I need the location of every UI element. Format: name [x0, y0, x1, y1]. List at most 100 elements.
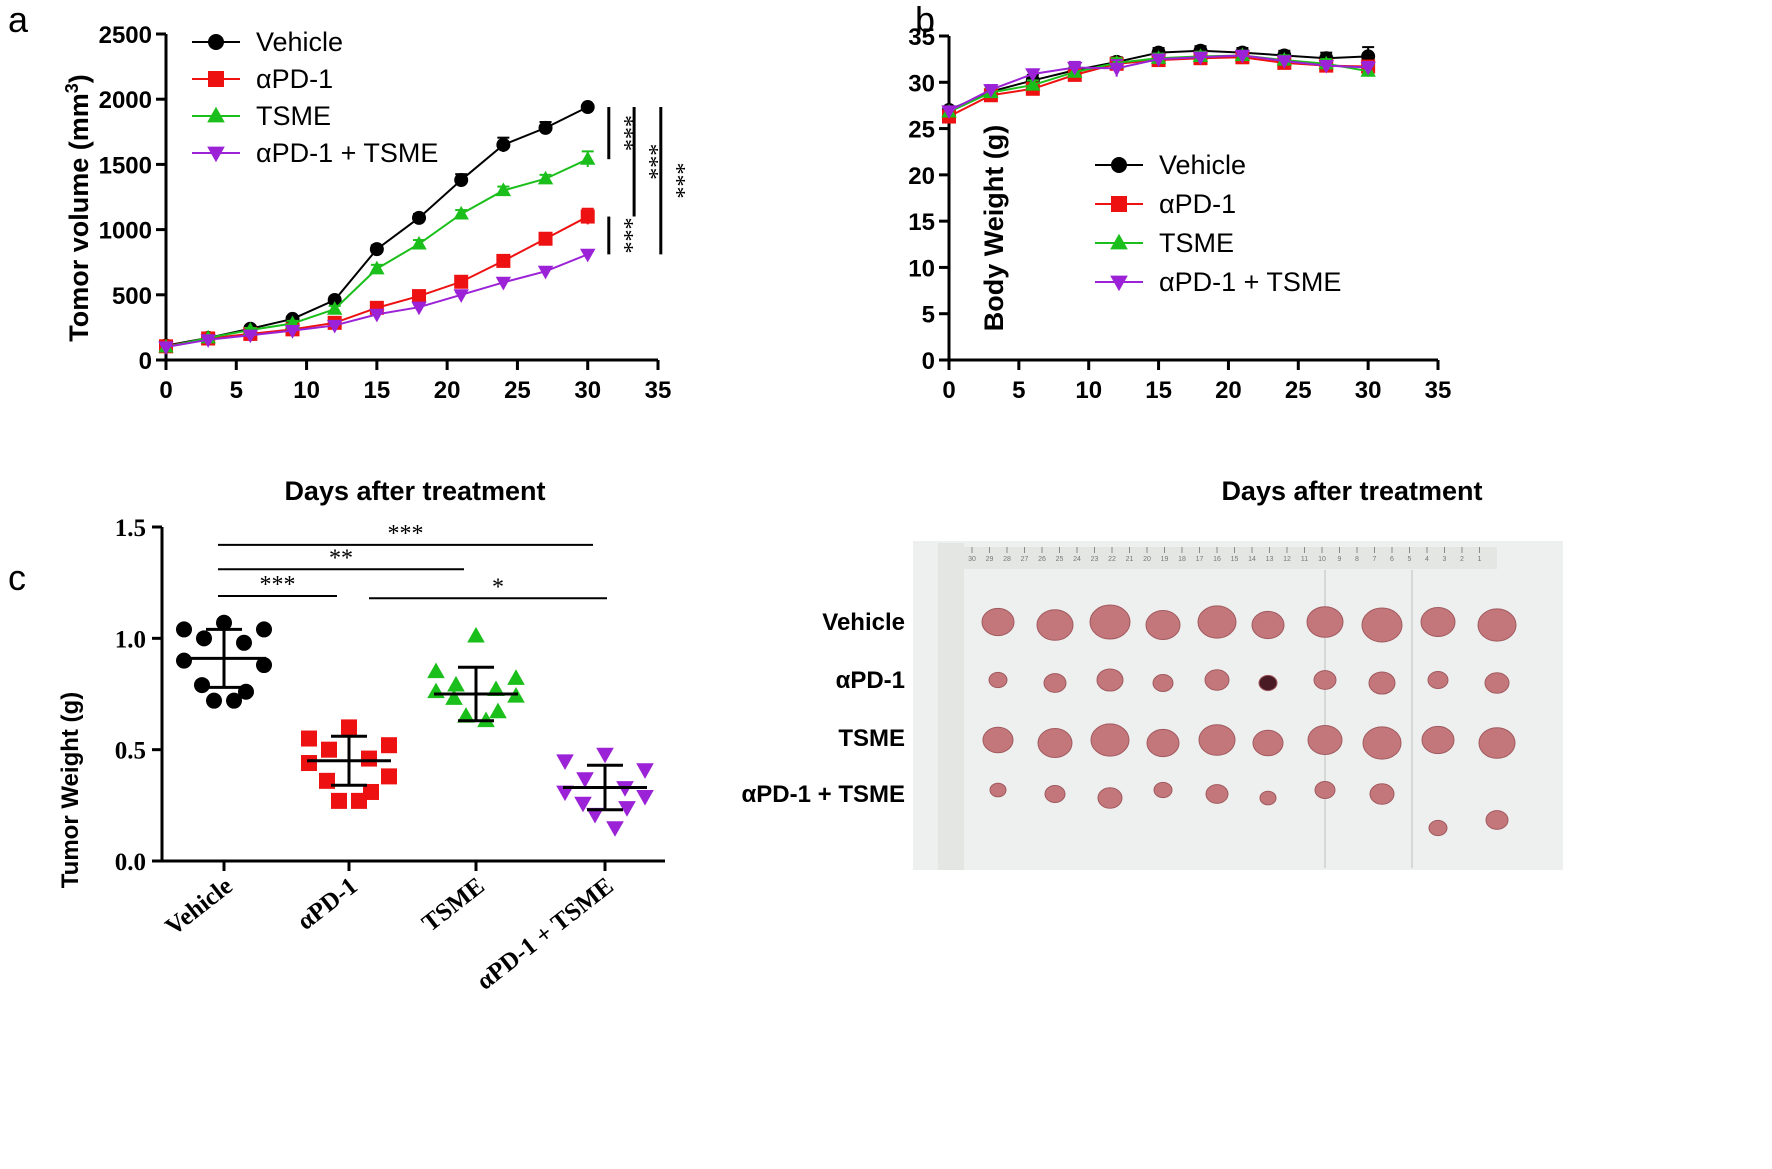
data-point-apd1	[496, 253, 511, 268]
tumor-sample	[1313, 670, 1337, 690]
x-tick-label: 30	[1355, 377, 1382, 404]
data-point-combo	[606, 821, 624, 837]
data-point-vehicle	[496, 137, 511, 152]
data-point-tsme	[453, 205, 469, 220]
tumor-sample	[981, 607, 1015, 637]
data-point-combo	[158, 341, 174, 356]
data-point-tsme	[580, 151, 596, 165]
tumor-sample	[982, 726, 1014, 754]
x-tick-label: 5	[230, 377, 243, 404]
tumor-sample	[1090, 723, 1130, 757]
tumor-sample	[988, 671, 1008, 689]
data-point-tsme	[326, 301, 343, 315]
data-point-tsme	[495, 182, 512, 197]
data-point-tsme	[487, 680, 505, 696]
tumor-sample	[1251, 610, 1285, 640]
data-point-vehicle	[412, 210, 427, 225]
ruler-number: 20	[1143, 556, 1151, 563]
data-point-apd1	[331, 792, 347, 809]
tumor-sample	[1478, 727, 1516, 759]
y-tick-label: 0.0	[115, 849, 146, 876]
tumor-sample	[1484, 672, 1510, 694]
panel-c-ylabel: Tumor Weight (g)	[57, 692, 84, 888]
data-point-combo	[1318, 60, 1334, 74]
y-tick-label: 1.0	[115, 626, 146, 653]
tumor-sample	[1097, 787, 1123, 809]
ruler-number: 28	[1003, 556, 1011, 563]
panel-b-xlabel: Days after treatment	[1221, 476, 1482, 506]
x-tick-label: αPD-1	[292, 872, 362, 935]
tumor-sample	[1044, 785, 1066, 803]
ruler-number: 1	[1478, 556, 1482, 563]
data-point-combo	[586, 807, 604, 824]
ruler-number: 4	[1425, 556, 1429, 563]
data-point-vehicle	[216, 614, 232, 631]
data-point-vehicle	[236, 634, 252, 651]
tumor-photo-row-labels: Vehicle αPD-1 TSME αPD-1 + TSME	[742, 609, 905, 808]
data-point-combo	[1276, 55, 1293, 70]
y-tick-label: 5	[922, 302, 935, 329]
data-point-vehicle	[196, 630, 212, 647]
data-point-combo	[326, 319, 343, 334]
tumor-sample	[1477, 608, 1517, 642]
panel-b-legend: Vehicle αPD-1 TSME αPD-1 + TSME	[1095, 150, 1341, 297]
data-point-tsme	[445, 689, 463, 705]
ruler-number: 3	[1443, 556, 1447, 563]
significance-label: ***	[611, 115, 637, 151]
panel-c-significance: ******** *	[218, 521, 607, 600]
y-tick-label: 15	[908, 209, 935, 236]
ruler-number: 18	[1178, 556, 1186, 563]
ruler-number: 8	[1355, 556, 1359, 563]
tumor-sample	[1252, 729, 1284, 757]
data-point-tsme	[411, 235, 427, 250]
ruler-number: 17	[1196, 556, 1204, 563]
data-point-tsme	[427, 682, 445, 699]
data-point-tsme	[467, 626, 485, 643]
legend-label-tsme: TSME	[256, 101, 331, 131]
ruler-number: 23	[1091, 556, 1099, 563]
legend-label-apd1: αPD-1	[256, 64, 333, 94]
x-tick-label: 15	[364, 377, 391, 404]
data-point-vehicle	[580, 100, 595, 115]
y-tick-label: 25	[908, 117, 935, 144]
data-point-tsme	[537, 170, 554, 185]
ruler-horizontal	[964, 547, 1497, 569]
x-tick-label: 10	[293, 377, 320, 404]
data-point-combo	[596, 747, 614, 764]
series-line-apd1	[165, 215, 589, 348]
panel-a: a 0 5 10 15 20 25 30 35 0 500 1000 1500 2000 2500 Veh…	[8, 0, 689, 506]
tumor-sample	[1153, 781, 1173, 799]
data-point-combo	[941, 105, 957, 120]
ruler-number: 14	[1248, 556, 1256, 563]
data-point-vehicle	[176, 621, 192, 638]
y-tick-label: 0	[922, 348, 935, 375]
data-point-combo	[556, 754, 574, 770]
tumor-sample	[1307, 725, 1343, 755]
data-point-combo	[580, 248, 596, 263]
data-point-combo	[537, 265, 554, 280]
ruler-number: 6	[1390, 556, 1394, 563]
ruler-number: 19	[1161, 556, 1169, 563]
tumor-sample	[1421, 725, 1455, 755]
data-point-tsme	[447, 675, 465, 692]
y-tick-label: 1000	[99, 218, 152, 245]
tumor-sample	[1306, 606, 1344, 638]
panel-a-significance: ************	[607, 107, 689, 255]
data-point-combo	[453, 289, 469, 303]
tumor-sample	[1096, 668, 1124, 692]
y-tick-label: 10	[908, 255, 935, 282]
significance-label: ***	[260, 572, 296, 598]
data-point-combo	[1192, 51, 1209, 66]
data-point-vehicle	[256, 621, 272, 638]
tumor-sample	[1036, 609, 1074, 641]
tumor-sample	[1427, 671, 1449, 689]
x-tick-label: 30	[574, 377, 601, 404]
legend-label-vehicle: Vehicle	[256, 27, 343, 57]
y-tick-label: 2500	[99, 22, 152, 49]
ruler-number: 15	[1231, 556, 1239, 563]
panel-a-marks	[158, 100, 596, 356]
x-tick-label: 35	[645, 377, 672, 404]
tumor-sample	[1089, 604, 1131, 640]
